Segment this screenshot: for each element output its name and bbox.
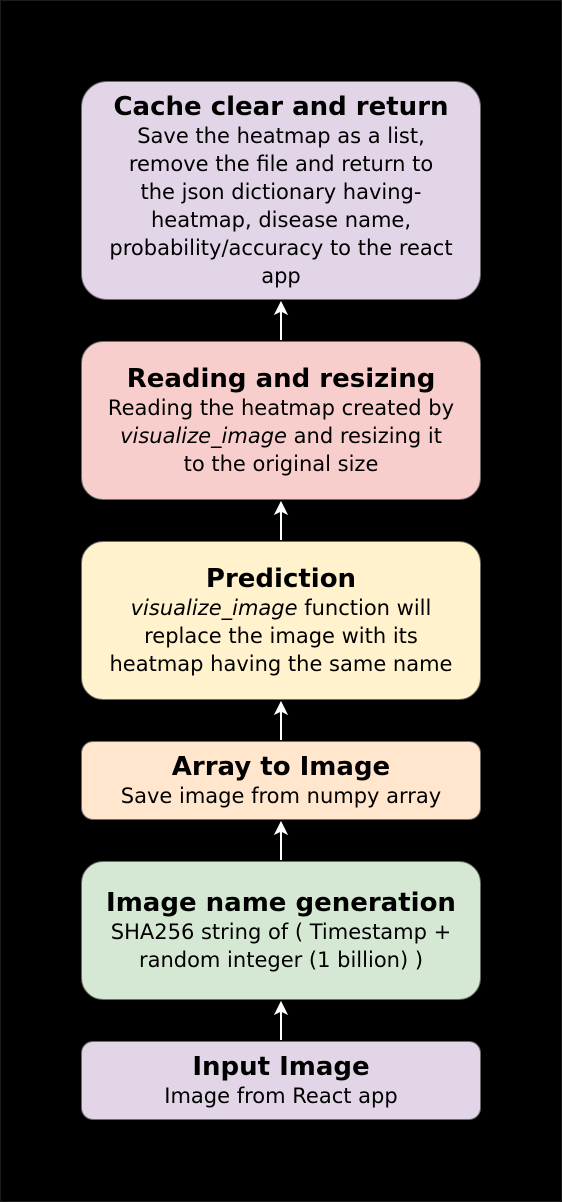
desc-line: replace the image with its	[144, 623, 418, 648]
step-title: Prediction	[205, 563, 357, 594]
step-array-to-image: Array to Image Save image from numpy arr…	[81, 741, 481, 820]
step-title: Image name generation	[106, 887, 456, 918]
desc-line: and resizing it	[286, 423, 442, 448]
step-title: Input Image	[192, 1051, 370, 1082]
function-name: visualize_image	[120, 423, 287, 448]
step-description: visualize_image function will replace the…	[110, 594, 453, 678]
step-input-image: Input Image Image from React app	[81, 1041, 481, 1120]
desc-line: heatmap having the same name	[109, 651, 453, 676]
step-reading-and-resizing: Reading and resizing Reading the heatmap…	[81, 341, 481, 500]
desc-line: to the original size	[183, 451, 379, 476]
step-description: Save the heatmap as a list, remove the f…	[109, 123, 453, 288]
step-cache-clear-and-return: Cache clear and return Save the heatmap …	[81, 81, 481, 300]
step-description: Reading the heatmap created by visualize_…	[108, 394, 454, 478]
step-image-name-generation: Image name generation SHA256 string of (…	[81, 861, 481, 1000]
step-prediction: Prediction visualize_image function will…	[81, 541, 481, 700]
step-title: Reading and resizing	[126, 363, 436, 394]
step-description: Save image from numpy array	[120, 783, 442, 808]
step-title: Cache clear and return	[113, 91, 449, 122]
function-name: visualize_image	[130, 595, 298, 620]
desc-line: function will	[297, 595, 432, 620]
step-description: SHA256 string of ( Timestamp + random in…	[110, 919, 452, 972]
desc-line: Reading the heatmap created by	[107, 395, 455, 420]
step-title: Array to Image	[171, 751, 391, 782]
step-description: Image from React app	[164, 1083, 398, 1108]
